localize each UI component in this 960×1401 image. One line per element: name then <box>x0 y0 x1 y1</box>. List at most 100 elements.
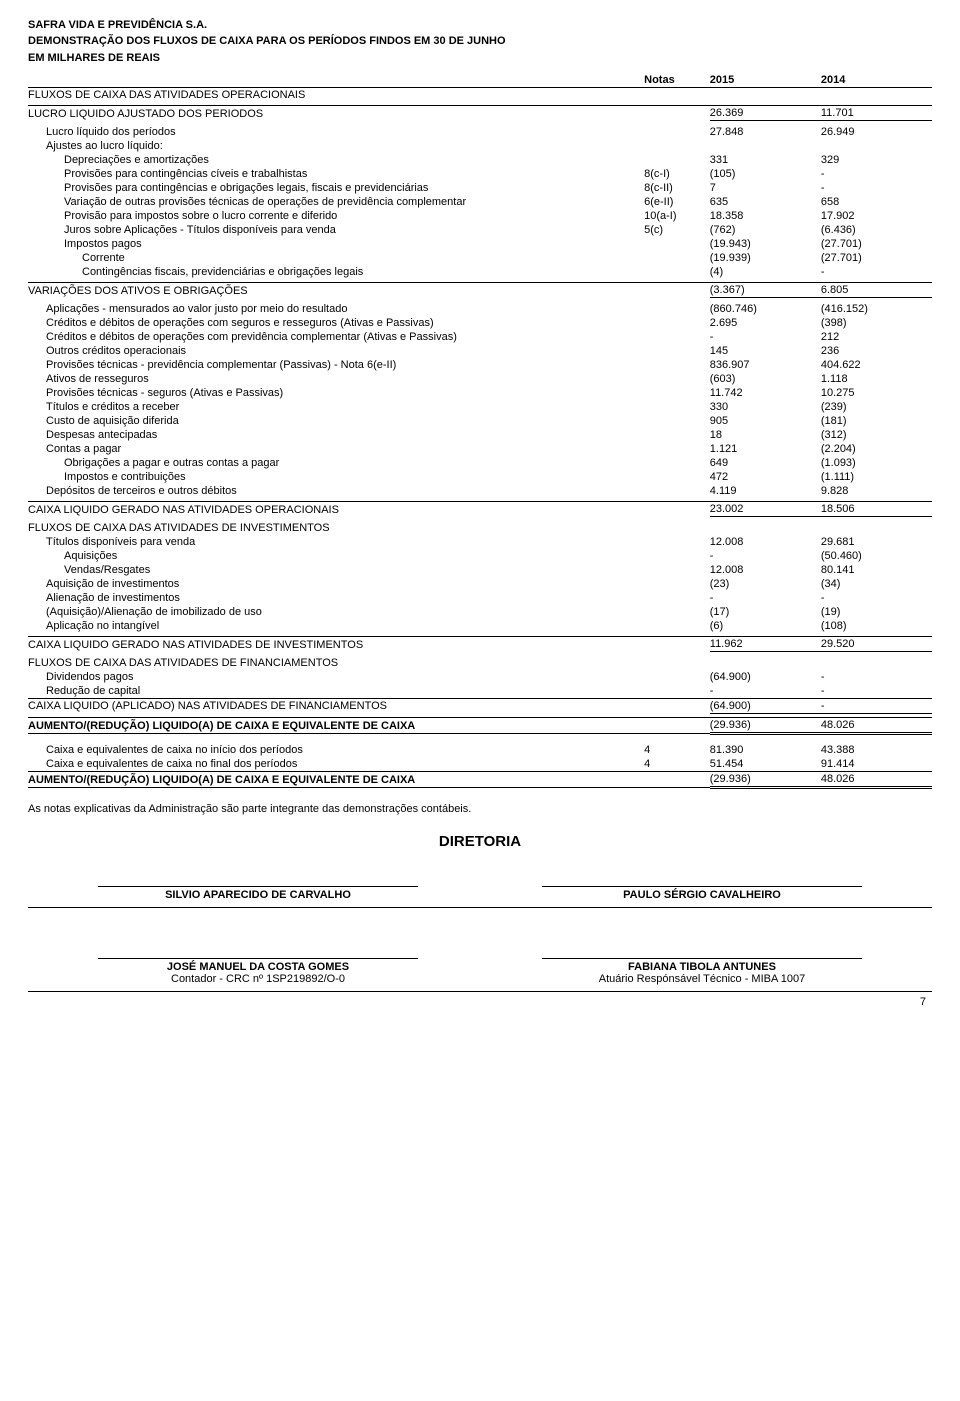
table-row: Contas a pagar <box>28 442 644 456</box>
table-row: Dividendos pagos <box>28 670 644 684</box>
cell-val: 12.008 <box>710 535 821 549</box>
cell-notas: 6(e-II) <box>644 195 710 209</box>
cell-val: - <box>821 670 932 684</box>
row-aumento-1: AUMENTO/(REDUÇÃO) LIQUIDO(A) DE CAIXA E … <box>28 717 644 733</box>
cell-val: 27.848 <box>710 125 821 139</box>
table-row: Despesas antecipadas <box>28 428 644 442</box>
table-row: Impostos pagos <box>28 237 644 251</box>
cell-val: (64.900) <box>710 698 821 713</box>
cell-val: 91.414 <box>821 757 932 772</box>
cell-val: 10.275 <box>821 386 932 400</box>
cell-val: 26.949 <box>821 125 932 139</box>
cell-val: (398) <box>821 316 932 330</box>
cell-val: 331 <box>710 153 821 167</box>
table-row: Vendas/Resgates <box>28 563 644 577</box>
cell-val: 635 <box>710 195 821 209</box>
cell-val: 145 <box>710 344 821 358</box>
cell-val: (239) <box>821 400 932 414</box>
cell-val: (762) <box>710 223 821 237</box>
signature-name-b: PAULO SÉRGIO CAVALHEIRO <box>542 886 862 901</box>
cell-val: 11.742 <box>710 386 821 400</box>
table-row: Juros sobre Aplicações - Títulos disponí… <box>28 223 644 237</box>
col-header-notas: Notas <box>644 73 710 88</box>
cell-val: (3.367) <box>710 283 821 298</box>
cell-val: (181) <box>821 414 932 428</box>
cell-val: 12.008 <box>710 563 821 577</box>
cell-val: 43.388 <box>821 743 932 757</box>
cell-val: 18.506 <box>821 502 932 517</box>
cell-val: 81.390 <box>710 743 821 757</box>
cell-val: 11.962 <box>710 637 821 652</box>
cell-val: 329 <box>821 153 932 167</box>
section-financing-heading: FLUXOS DE CAIXA DAS ATIVIDADES DE FINANC… <box>28 656 644 670</box>
table-row: Provisão para impostos sobre o lucro cor… <box>28 209 644 223</box>
col-header-2014: 2014 <box>821 73 932 88</box>
row-aumento-2: AUMENTO/(REDUÇÃO) LIQUIDO(A) DE CAIXA E … <box>28 772 644 788</box>
signature-sub-d: Atuário Respónsável Técnico - MIBA 1007 <box>542 973 862 985</box>
company-name: SAFRA VIDA E PREVIDÊNCIA S.A. <box>28 18 932 32</box>
table-row: Ativos de resseguros <box>28 372 644 386</box>
cell-val: 658 <box>821 195 932 209</box>
cell-val: (6.436) <box>821 223 932 237</box>
row-lucro-liquido: Lucro líquido dos períodos <box>28 125 644 139</box>
table-row: Provisões para contingências e obrigaçõe… <box>28 181 644 195</box>
cell-val: (4) <box>710 265 821 279</box>
signature-name-a: SILVIO APARECIDO DE CARVALHO <box>98 886 418 901</box>
table-row: Depreciações e amortizações <box>28 153 644 167</box>
cell-val: (860.746) <box>710 302 821 316</box>
table-row: Créditos e débitos de operações com prev… <box>28 330 644 344</box>
table-row: Redução de capital <box>28 684 644 699</box>
table-row: Depósitos de terceiros e outros débitos <box>28 484 644 498</box>
cell-val: (29.936) <box>710 772 821 788</box>
table-row: Títulos e créditos a receber <box>28 400 644 414</box>
cashflow-table: Notas 2015 2014 FLUXOS DE CAIXA DAS ATIV… <box>28 73 932 790</box>
signature-row-1: SILVIO APARECIDO DE CARVALHO PAULO SÉRGI… <box>28 886 932 901</box>
cell-val: 23.002 <box>710 502 821 517</box>
diretoria-heading: DIRETORIA <box>28 833 932 850</box>
col-header-2015: 2015 <box>710 73 821 88</box>
cell-notas: 8(c-I) <box>644 167 710 181</box>
cell-val: (64.900) <box>710 670 821 684</box>
cell-val: - <box>821 591 932 605</box>
cell-val: (17) <box>710 605 821 619</box>
cell-notas: 4 <box>644 743 710 757</box>
statement-title-1: DEMONSTRAÇÃO DOS FLUXOS DE CAIXA PARA OS… <box>28 34 932 48</box>
table-row: Caixa e equivalentes de caixa no início … <box>28 743 644 757</box>
section-investing-heading: FLUXOS DE CAIXA DAS ATIVIDADES DE INVEST… <box>28 521 644 535</box>
table-row: Aquisição de investimentos <box>28 577 644 591</box>
footnote: As notas explicativas da Administração s… <box>28 803 932 815</box>
cell-val: 6.805 <box>821 283 932 298</box>
cell-val: - <box>710 684 821 699</box>
cell-val: 4.119 <box>710 484 821 498</box>
table-row: Obrigações a pagar e outras contas a pag… <box>28 456 644 470</box>
table-row: Impostos e contribuições <box>28 470 644 484</box>
cell-val: - <box>821 167 932 181</box>
cell-val: 48.026 <box>821 717 932 733</box>
cell-val: (1.111) <box>821 470 932 484</box>
cell-val: 18.358 <box>710 209 821 223</box>
cell-val: (19) <box>821 605 932 619</box>
cell-val: 18 <box>710 428 821 442</box>
cell-val: 51.454 <box>710 757 821 772</box>
cell-val: (108) <box>821 619 932 633</box>
cell-val: (19.939) <box>710 251 821 265</box>
signature-row-2: JOSÉ MANUEL DA COSTA GOMES Contador - CR… <box>28 958 932 985</box>
cell-val: - <box>710 549 821 563</box>
statement-title-2: EM MILHARES DE REAIS <box>28 51 932 65</box>
cell-val: (34) <box>821 577 932 591</box>
cell-val: 48.026 <box>821 772 932 788</box>
row-lucro-ajustado: LUCRO LIQUIDO AJUSTADO DOS PERIODOS <box>28 106 644 121</box>
signature-name-c: JOSÉ MANUEL DA COSTA GOMES <box>98 958 418 973</box>
cell-val: (27.701) <box>821 251 932 265</box>
cell-val: (23) <box>710 577 821 591</box>
cell-val: (105) <box>710 167 821 181</box>
table-row: Aplicações - mensurados ao valor justo p… <box>28 302 644 316</box>
cell-val: - <box>821 181 932 195</box>
cell-val: 404.622 <box>821 358 932 372</box>
cell-val: 9.828 <box>821 484 932 498</box>
cell-val: 836.907 <box>710 358 821 372</box>
row-variacoes: VARIAÇÕES DOS ATIVOS E OBRIGAÇÕES <box>28 283 644 298</box>
cell-val: (1.093) <box>821 456 932 470</box>
cell-val: (312) <box>821 428 932 442</box>
table-row: Aquisições <box>28 549 644 563</box>
